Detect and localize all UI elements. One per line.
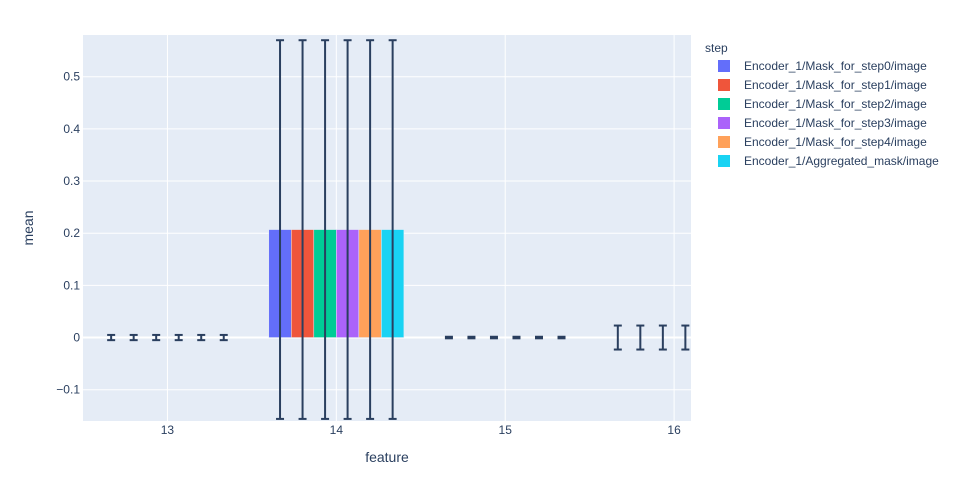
legend-item-label: Encoder_1/Mask_for_step4/image <box>744 135 927 149</box>
y-tick-label: 0.4 <box>63 122 80 136</box>
x-tick-label: 13 <box>161 423 175 437</box>
legend-item-label: Encoder_1/Mask_for_step0/image <box>744 59 927 73</box>
legend-item-label: Encoder_1/Mask_for_step1/image <box>744 78 927 92</box>
error-bars <box>107 39 690 420</box>
x-tick-label: 14 <box>330 423 344 437</box>
legend-swatch <box>718 60 730 72</box>
legend-item-label: Encoder_1/Aggregated_mask/image <box>744 154 939 168</box>
legend-swatch <box>718 155 730 167</box>
y-axis-title: mean <box>20 210 36 245</box>
y-tick-label: 0.5 <box>63 70 80 84</box>
x-tick-label: 16 <box>667 423 681 437</box>
y-tick-label: 0.2 <box>63 226 80 240</box>
plot-area <box>83 35 691 421</box>
y-tick-label: 0.3 <box>63 174 80 188</box>
x-axis-ticks: 13 14 15 16 <box>161 423 681 437</box>
legend-swatch <box>718 117 730 129</box>
y-tick-label: −0.1 <box>56 383 80 397</box>
legend-swatch <box>718 136 730 148</box>
legend-item-label: Encoder_1/Mask_for_step2/image <box>744 97 927 111</box>
legend: step Encoder_1/Mask_for_step0/image Encod… <box>705 41 939 168</box>
x-axis-title: feature <box>365 449 409 465</box>
x-tick-label: 15 <box>499 423 513 437</box>
legend-swatch <box>718 79 730 91</box>
y-axis-ticks: −0.1 0 0.1 0.2 0.3 0.4 0.5 <box>56 70 80 397</box>
legend-swatch <box>718 98 730 110</box>
legend-item-label: Encoder_1/Mask_for_step3/image <box>744 116 927 130</box>
y-tick-label: 0 <box>73 331 80 345</box>
y-tick-label: 0.1 <box>63 278 80 292</box>
gridlines <box>83 35 691 421</box>
bars <box>268 229 405 338</box>
legend-title: step <box>705 41 728 55</box>
